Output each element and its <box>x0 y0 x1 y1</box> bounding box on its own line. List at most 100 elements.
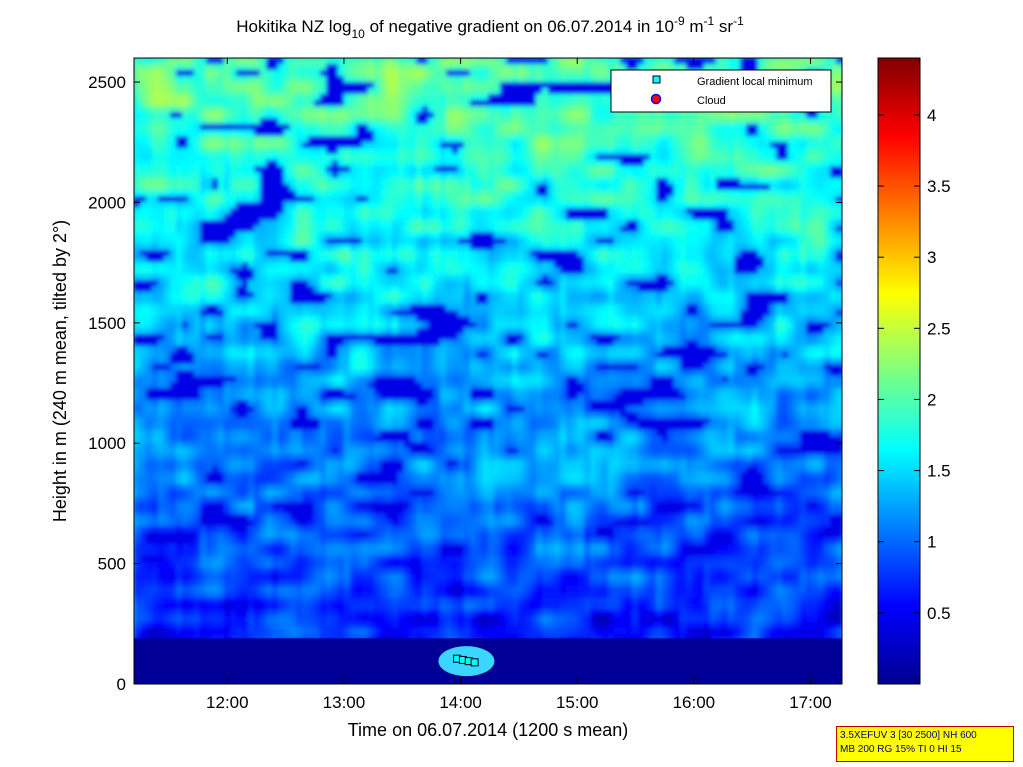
heatmap-cell <box>326 166 333 173</box>
heatmap-cell <box>260 250 267 257</box>
heatmap-cell <box>428 196 435 203</box>
heatmap-cell <box>638 214 645 221</box>
heatmap-cell <box>710 124 717 131</box>
heatmap-cell <box>614 178 621 185</box>
heatmap-cell <box>626 286 633 293</box>
heatmap-cell <box>356 244 363 251</box>
heatmap-cell <box>182 274 189 281</box>
heatmap-cell <box>752 202 759 209</box>
heatmap-cell <box>368 256 375 263</box>
heatmap-cell <box>500 148 507 155</box>
heatmap-cell <box>314 100 321 107</box>
heatmap-cell <box>218 166 225 173</box>
heatmap-cell <box>614 160 621 167</box>
heatmap-cell <box>638 112 645 119</box>
heatmap-cell <box>746 304 753 311</box>
heatmap-cell <box>704 112 711 119</box>
heatmap-cell <box>620 58 627 65</box>
heatmap-cell <box>722 136 729 143</box>
heatmap-cell <box>164 268 171 275</box>
heatmap-cell <box>752 190 759 197</box>
heatmap-cell <box>146 304 153 311</box>
heatmap-cell <box>392 292 399 299</box>
heatmap-cell <box>746 220 753 227</box>
heatmap-cell <box>428 172 435 179</box>
heatmap-cell <box>476 154 483 161</box>
heatmap-cell <box>188 268 195 275</box>
heatmap-cell <box>296 310 303 317</box>
heatmap-cell <box>236 70 243 77</box>
heatmap-cell <box>254 298 261 305</box>
heatmap-cell <box>470 292 477 299</box>
heatmap-cell <box>434 160 441 167</box>
heatmap-cell <box>500 88 507 95</box>
heatmap-cell <box>290 250 297 257</box>
heatmap-cell <box>248 298 255 305</box>
heatmap-cell <box>200 124 207 131</box>
heatmap-cell <box>566 226 573 233</box>
heatmap-cell <box>428 220 435 227</box>
heatmap-cell <box>134 160 141 167</box>
heatmap-cell <box>836 268 842 275</box>
heatmap-cell <box>548 184 555 191</box>
heatmap-cell <box>488 88 495 95</box>
heatmap-cell <box>170 292 177 299</box>
heatmap-cell <box>794 124 801 131</box>
heatmap-cell <box>248 70 255 77</box>
heatmap-cell <box>338 280 345 287</box>
heatmap-cell <box>386 172 393 179</box>
heatmap-cell <box>248 130 255 137</box>
heatmap-cell <box>590 286 597 293</box>
heatmap-cell <box>596 70 603 77</box>
heatmap-cell <box>362 178 369 185</box>
heatmap-cell <box>152 124 159 131</box>
heatmap-cell <box>590 268 597 275</box>
heatmap-cell <box>362 250 369 257</box>
heatmap-cell <box>512 172 519 179</box>
heatmap-cell <box>428 82 435 89</box>
heatmap-cell <box>644 244 651 251</box>
heatmap-cell <box>272 142 279 149</box>
heatmap-cell <box>434 76 441 83</box>
heatmap-cell <box>242 238 249 245</box>
heatmap-cell <box>722 118 729 125</box>
heatmap-cell <box>308 256 315 263</box>
heatmap-cell <box>170 250 177 257</box>
heatmap-cell <box>494 298 501 305</box>
heatmap-cell <box>218 298 225 305</box>
heatmap-cell <box>470 88 477 95</box>
heatmap-cell <box>554 292 561 299</box>
heatmap-cell <box>572 292 579 299</box>
heatmap-cell <box>314 232 321 239</box>
heatmap-cell <box>542 112 549 119</box>
heatmap-cell <box>440 148 447 155</box>
heatmap-cell <box>308 118 315 125</box>
heatmap-cell <box>590 262 597 269</box>
heatmap-cell <box>770 196 777 203</box>
heatmap-cell <box>602 220 609 227</box>
heatmap-cell <box>476 124 483 131</box>
heatmap-cell <box>626 208 633 215</box>
heatmap-cell <box>218 154 225 161</box>
heatmap-cell <box>362 184 369 191</box>
heatmap-cell <box>134 232 141 239</box>
heatmap-cell <box>158 148 165 155</box>
heatmap-cell <box>188 202 195 209</box>
heatmap-cell <box>476 196 483 203</box>
heatmap-cell <box>716 178 723 185</box>
heatmap-cell <box>530 88 537 95</box>
heatmap-cell <box>662 220 669 227</box>
heatmap-cell <box>584 160 591 167</box>
heatmap-cell <box>170 172 177 179</box>
heatmap-cell <box>692 178 699 185</box>
heatmap-cell <box>254 310 261 317</box>
heatmap-cell <box>140 190 147 197</box>
heatmap-cell <box>776 118 783 125</box>
heatmap-cell <box>260 256 267 263</box>
heatmap-cell <box>764 292 771 299</box>
heatmap-cell <box>152 118 159 125</box>
heatmap-cell <box>218 262 225 269</box>
heatmap-cell <box>380 136 387 143</box>
heatmap-cell <box>536 148 543 155</box>
heatmap-cell <box>746 292 753 299</box>
